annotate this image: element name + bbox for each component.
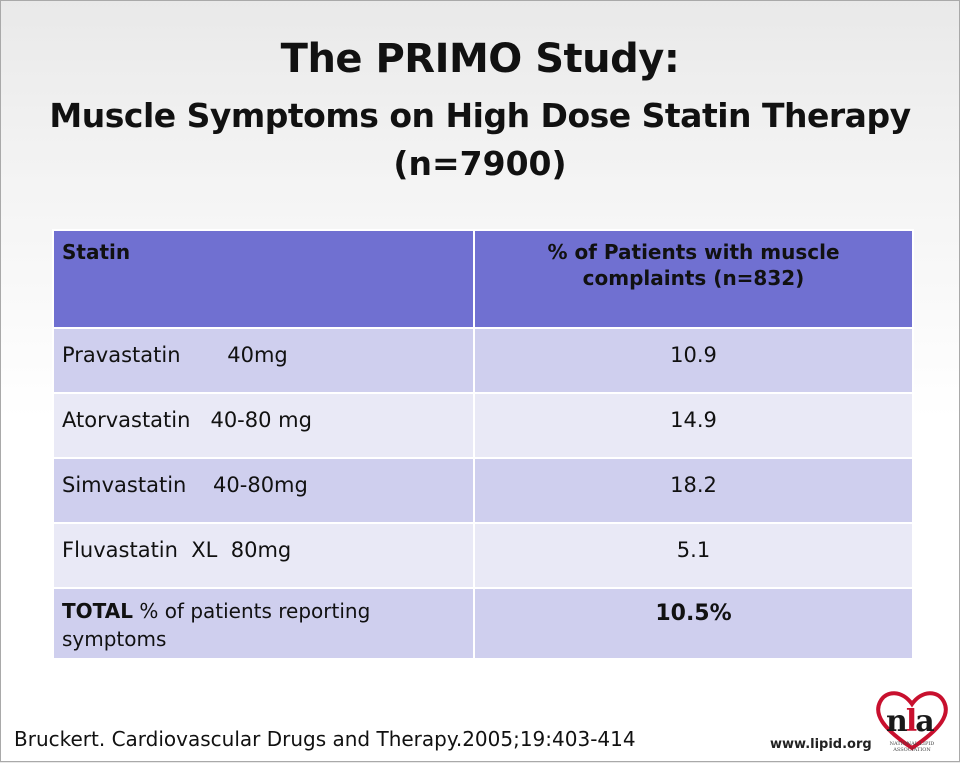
total-label-rest: % of patients reporting symptoms	[62, 599, 371, 651]
statin-percent: 10.9	[473, 327, 914, 394]
statin-table: Statin % of Patients with muscle complai…	[52, 229, 914, 660]
statin-name: Pravastatin 40mg	[52, 327, 475, 394]
total-label: TOTAL % of patients reporting symptoms	[52, 587, 475, 660]
statin-percent: 18.2	[473, 457, 914, 524]
title-line-2: Muscle Symptoms on High Dose Statin Ther…	[49, 96, 911, 135]
slide-title: The PRIMO Study: Muscle Symptoms on High…	[0, 34, 960, 186]
statin-percent: 5.1	[473, 522, 914, 589]
statin-name: Atorvastatin 40-80 mg	[52, 392, 475, 459]
table-row: Pravastatin 40mg 10.9	[52, 327, 914, 394]
header-statin: Statin	[52, 229, 475, 329]
table-header-row: Statin % of Patients with muscle complai…	[52, 229, 914, 329]
nla-logo: nla NATIONAL LIPID ASSOCIATION	[872, 686, 952, 758]
total-percent: 10.5%	[473, 587, 914, 660]
header-percent: % of Patients with muscle complaints (n=…	[473, 229, 914, 329]
heart-logo-icon	[876, 691, 948, 751]
title-line-3: (n=7900)	[393, 144, 567, 183]
table-row: Fluvastatin XL 80mg 5.1	[52, 522, 914, 589]
total-label-bold: TOTAL	[62, 599, 133, 623]
logo-subtext: NATIONAL LIPID ASSOCIATION	[889, 741, 935, 753]
citation: Bruckert. Cardiovascular Drugs and Thera…	[14, 727, 636, 751]
total-row: TOTAL % of patients reporting symptoms 1…	[52, 587, 914, 660]
title-line-1: The PRIMO Study:	[280, 36, 680, 82]
statin-name: Fluvastatin XL 80mg	[52, 522, 475, 589]
logo-lettering: nla	[886, 704, 935, 739]
statin-percent: 14.9	[473, 392, 914, 459]
website-url: www.lipid.org	[770, 737, 872, 752]
table-row: Atorvastatin 40-80 mg 14.9	[52, 392, 914, 459]
statin-name: Simvastatin 40-80mg	[52, 457, 475, 524]
table-row: Simvastatin 40-80mg 18.2	[52, 457, 914, 524]
